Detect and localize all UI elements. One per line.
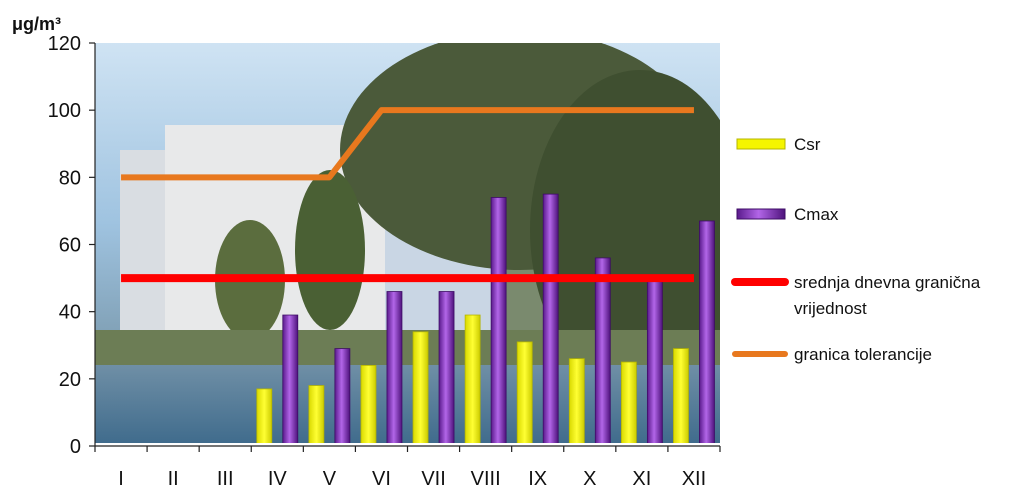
legend-label: Cmax: [794, 205, 839, 224]
bar-csr: [620, 361, 637, 443]
bar-csr: [568, 358, 585, 443]
bar-cmax: [438, 291, 455, 443]
bar-cmax: [542, 193, 559, 443]
x-tick-label: IX: [528, 468, 547, 490]
bar-cmax: [594, 257, 611, 443]
bar-csr: [256, 388, 273, 443]
bar-cmax: [646, 277, 663, 443]
x-tick-label: XII: [682, 468, 706, 490]
x-tick-label: VIII: [471, 468, 501, 490]
bar-csr: [464, 314, 481, 443]
y-tick-label: 80: [59, 167, 81, 189]
y-tick-label: 20: [59, 369, 81, 391]
bar-cmax: [282, 314, 299, 443]
y-unit-label: μg/m³: [12, 14, 61, 34]
x-tick-label: I: [118, 468, 124, 490]
y-tick-label: 100: [48, 100, 81, 122]
bar-csr: [308, 385, 325, 443]
x-tick-label: VI: [372, 468, 391, 490]
bar-cmax: [334, 348, 351, 443]
x-tick-label: II: [168, 468, 179, 490]
bar-csr: [412, 331, 429, 443]
bar-cmax: [386, 291, 403, 443]
y-tick-label: 60: [59, 235, 81, 257]
x-tick-label: IV: [268, 468, 288, 490]
legend-swatch: [736, 208, 786, 220]
x-tick-label: XI: [632, 468, 651, 490]
bar-csr: [516, 341, 533, 443]
y-tick-label: 0: [70, 436, 81, 458]
bar-cmax: [699, 220, 715, 443]
y-tick-label: 40: [59, 302, 81, 324]
line-tolerance-limit: [121, 107, 694, 181]
bar-cmax: [490, 197, 507, 443]
x-tick-label: V: [323, 468, 337, 490]
y-tick-label: 120: [48, 33, 81, 55]
bar-csr: [360, 364, 377, 443]
x-tick-label: X: [583, 468, 596, 490]
bar-csr: [673, 348, 689, 443]
legend-swatch: [736, 138, 786, 150]
legend-label: srednja dnevna granična vrijednost: [794, 273, 981, 318]
legend-label: Csr: [794, 135, 821, 154]
x-tick-label: VII: [421, 468, 445, 490]
x-tick-label: III: [217, 468, 234, 490]
legend-label: granica tolerancije: [794, 345, 932, 364]
